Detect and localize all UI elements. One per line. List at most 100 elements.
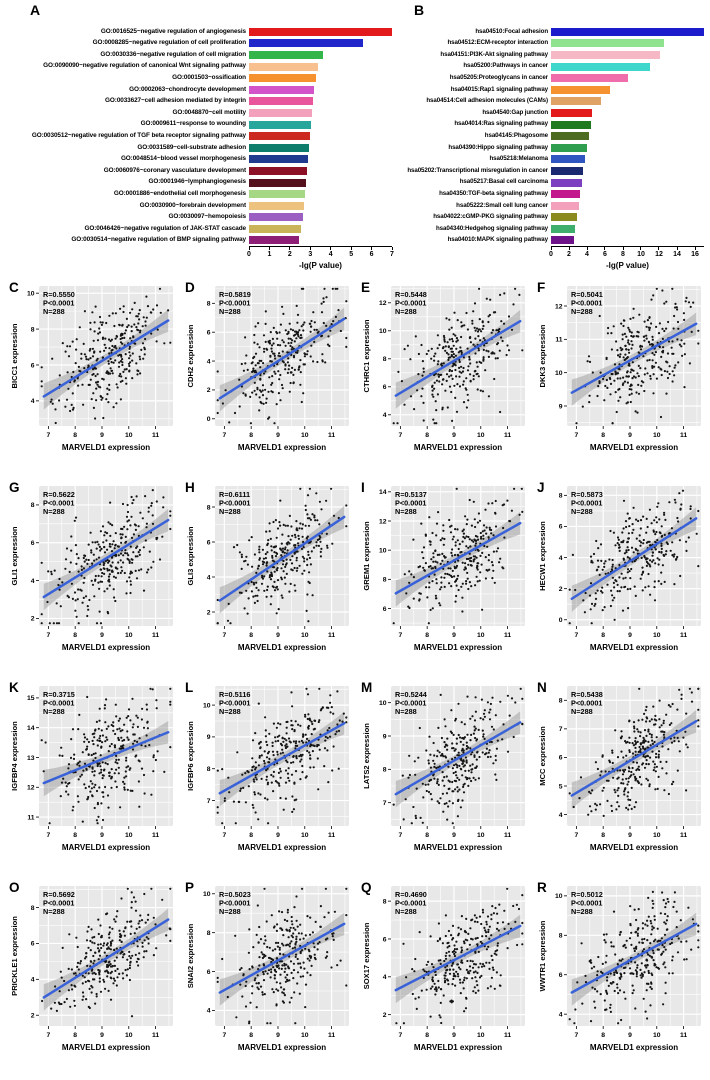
- x-tick-label: 8: [249, 1032, 253, 1039]
- axis-tick-mark: [248, 247, 250, 251]
- bar-category-label: GO:0001946~lymphangiogenesis: [148, 178, 246, 186]
- x-tick-label: 9: [628, 832, 632, 839]
- x-tick-label: 8: [249, 632, 253, 639]
- bar-category-label: hsa05218:Melanoma: [489, 155, 549, 163]
- panel-letter: O: [9, 880, 20, 895]
- axis-tick-mark: [676, 247, 678, 251]
- x-tick-label: 10: [125, 632, 133, 639]
- scatter-plot-L: 7 8 9 10 7 8 9 10 11 L IGFBP6 expression R=0.5116P<…: [185, 680, 349, 852]
- stat-annotation-R: R=0.5873: [571, 490, 603, 499]
- bar: [249, 132, 311, 141]
- scatter-plot-Q: 2 4 6 8 7 8 9 10 11 Q SOX17 expression R=0.4690P<0.…: [361, 880, 525, 1052]
- bar-row: GO:0060976~coronary vasculature developm…: [10, 165, 392, 177]
- bar: [551, 50, 660, 59]
- bar-track: [551, 190, 704, 199]
- axis-tick-label: 4: [585, 250, 589, 258]
- y-tick-label: 6: [207, 969, 211, 976]
- bar-track: [551, 108, 704, 117]
- stat-annotation-P: P<0.0001: [395, 699, 426, 708]
- plot-content: [40, 287, 172, 425]
- bar-category-label: GO:0001886~endothelial cell morphogenesi…: [113, 189, 246, 197]
- y-tick-label: 2: [31, 616, 35, 623]
- y-axis-title: LATS2 expression: [362, 723, 371, 789]
- x-tick-label: 11: [328, 632, 335, 639]
- y-tick-label: 7: [559, 726, 563, 733]
- x-tick-label: 9: [276, 832, 280, 839]
- scatter-plot-P: 4 6 8 10 7 8 9 10 11 P SNAI2 expression R=0.5023P<0…: [185, 880, 349, 1052]
- bar-row: hsa04540:Gap junction: [398, 107, 704, 119]
- stat-annotation-P: P<0.0001: [219, 299, 250, 308]
- y-tick-label: 8: [559, 493, 563, 500]
- bar-rows: GO:0016525~negative regulation of angiog…: [10, 26, 392, 246]
- x-tick-label: 7: [222, 432, 226, 439]
- x-tick-label: 10: [653, 432, 661, 439]
- x-tick-label: 11: [328, 832, 335, 839]
- x-tick-label: 8: [73, 632, 77, 639]
- stat-annotation-N: N=288: [395, 307, 417, 316]
- panel-letter: J: [537, 480, 545, 495]
- stat-annotation-N: N=288: [571, 907, 593, 916]
- bar: [551, 213, 578, 222]
- regression-line: [42, 730, 170, 785]
- stat-annotation-P: P<0.0001: [571, 899, 602, 908]
- x-tick-label: 10: [477, 1032, 485, 1039]
- stat-annotation-P: P<0.0001: [571, 299, 602, 308]
- x-axis-title: MARVELD1 expression: [62, 643, 150, 652]
- bar-row: hsa04145:Phagosome: [398, 130, 704, 142]
- axis-tick-mark: [550, 247, 552, 251]
- plot-content: [40, 489, 172, 625]
- y-tick-label: 4: [383, 412, 387, 419]
- bar-row: GO:0001946~lymphangiogenesis: [10, 177, 392, 189]
- panel-letter: K: [9, 680, 19, 695]
- y-tick-label: 7: [207, 798, 211, 805]
- x-tick-label: 9: [100, 832, 104, 839]
- plot-content: [570, 287, 700, 425]
- y-axis-title: DKK3 expression: [538, 324, 547, 387]
- bar-track: [249, 166, 392, 175]
- bar-category-label: hsa04015:Rap1 signaling pathway: [450, 85, 548, 93]
- y-axis-title: HECW1 expression: [538, 521, 547, 591]
- y-tick-label: 8: [31, 905, 35, 912]
- x-tick-label: 8: [601, 1032, 605, 1039]
- y-tick-label: 6: [207, 329, 211, 336]
- stat-annotation-P: P<0.0001: [43, 699, 74, 708]
- x-axis-title: MARVELD1 expression: [414, 643, 502, 652]
- y-axis-title: IGFBP4 expression: [10, 721, 19, 791]
- stat-annotation-R: R=0.5023: [219, 890, 251, 899]
- bar-row: GO:0090090~negative regulation of canoni…: [10, 61, 392, 73]
- axis-tick-label: 1: [267, 250, 272, 258]
- bar-track: [551, 178, 704, 187]
- bar: [551, 85, 611, 94]
- stat-annotation-R: R=0.5550: [43, 290, 75, 299]
- x-tick-label: 7: [222, 632, 226, 639]
- x-tick-label: 11: [152, 1032, 159, 1039]
- axis-tick-mark: [289, 247, 291, 251]
- bar-track: [249, 108, 392, 117]
- axis-tick-mark: [568, 247, 570, 251]
- bar-track: [551, 85, 704, 94]
- axis-tick-label: 6: [603, 250, 607, 258]
- plot-content: [41, 887, 172, 1018]
- y-tick-label: 4: [559, 555, 563, 562]
- y-tick-label: 4: [559, 1011, 563, 1018]
- y-axis-title: GREM1 expression: [362, 521, 371, 591]
- bar-category-label: GO:0030514~negative regulation of BMP si…: [71, 236, 246, 244]
- bar-row: hsa05222:Small cell lung cancer: [398, 200, 704, 212]
- bar-row: GO:0002063~chondrocyte development: [10, 84, 392, 96]
- scatter-plot-O: 2 4 6 8 7 8 9 10 11 O PRICKLE1 expression R=0.5692P…: [9, 880, 173, 1052]
- bar: [551, 27, 704, 36]
- axis-tick-label: 7: [390, 250, 394, 258]
- bar-row: GO:0016525~negative regulation of angiog…: [10, 26, 392, 38]
- y-tick-label: 10: [379, 328, 387, 335]
- bar-track: [551, 74, 704, 83]
- stat-annotation-P: P<0.0001: [219, 499, 250, 508]
- bar-track: [551, 143, 704, 152]
- regression-line: [218, 722, 346, 795]
- stat-annotation-N: N=288: [571, 307, 593, 316]
- bar-track: [249, 85, 392, 94]
- y-tick-label: 10: [203, 891, 211, 898]
- bar-row: hsa04010:MAPK signaling pathway: [398, 235, 704, 247]
- scatter-plot-N: 4 5 6 7 8 7 8 9 10 11 N MCC expression R=0.5438P<0.0…: [537, 680, 701, 852]
- y-tick-label: 8: [31, 502, 35, 509]
- bar-category-label: hsa05205:Proteoglycans in cancer: [449, 74, 548, 82]
